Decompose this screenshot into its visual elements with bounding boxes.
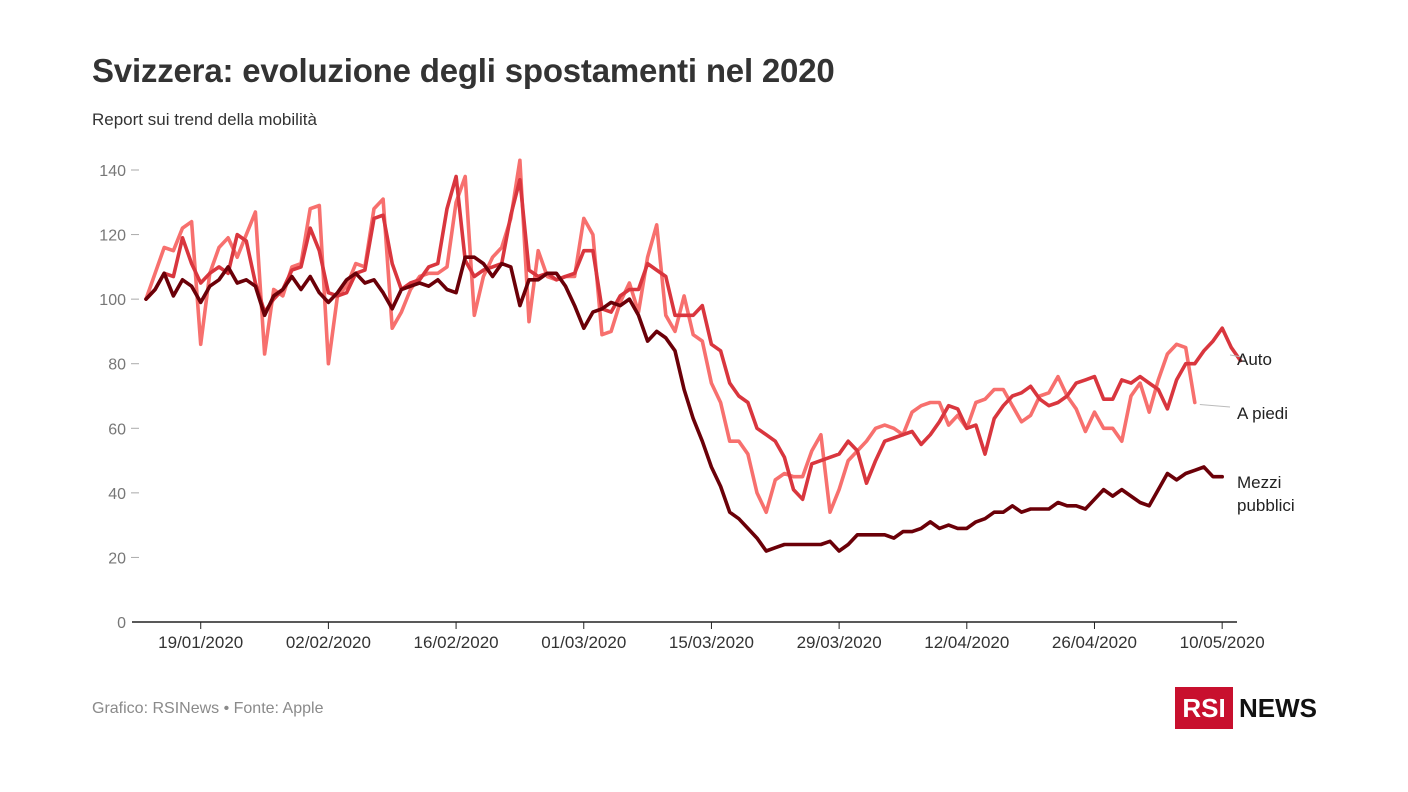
series-lines [144,158,1243,553]
y-axis: 0 20 40 60 80 100 120 140 [99,163,139,632]
y-tick-label-80: 80 [108,357,126,374]
y-tick-label-120: 120 [99,228,126,245]
y-tick-label-140: 140 [99,163,126,180]
y-tick-label-100: 100 [99,292,126,309]
rsi-logo-box: RSI [1175,687,1233,729]
series-label-2-line-0: Mezzi [1237,473,1281,492]
x-tick-label-5: 29/03/2020 [797,633,882,652]
x-tick-label-8: 10/05/2020 [1180,633,1265,652]
news-logo-text: NEWS [1239,692,1317,723]
series-line-2 [144,255,1224,553]
x-tick-label-4: 15/03/2020 [669,633,754,652]
series-label-leader-1 [1199,403,1231,408]
x-axis: 19/01/2020 02/02/2020 16/02/2020 01/03/2020… [132,621,1265,652]
rsi-news-logo: RSI NEWS [1175,687,1317,729]
x-tick-label-6: 12/04/2020 [924,633,1009,652]
series-line-1 [144,174,1243,502]
series-label-0-line-0: Auto [1237,350,1272,369]
series-line-0 [144,158,1197,515]
x-tick-label-7: 26/04/2020 [1052,633,1137,652]
source-credit: Grafico: RSINews • Fonte: Apple [92,700,324,717]
x-tick-label-2: 16/02/2020 [414,633,499,652]
y-tick-label-40: 40 [108,486,126,503]
y-tick-label-60: 60 [108,421,126,438]
x-tick-label-3: 01/03/2020 [541,633,626,652]
y-tick-label-20: 20 [108,550,126,567]
chart-title: Svizzera: evoluzione degli spostamenti n… [92,52,835,89]
series-labels: Auto A piedi Mezzi pubblici [1199,350,1295,515]
series-label-leader-0 [1229,354,1246,358]
x-tick-label-1: 02/02/2020 [286,633,371,652]
x-tick-label-0: 19/01/2020 [158,633,243,652]
y-tick-label-0: 0 [117,615,126,632]
series-label-1-line-0: A piedi [1237,404,1288,423]
series-label-2-line-1: pubblici [1237,496,1295,515]
chart-subtitle: Report sui trend della mobilità [92,110,317,129]
